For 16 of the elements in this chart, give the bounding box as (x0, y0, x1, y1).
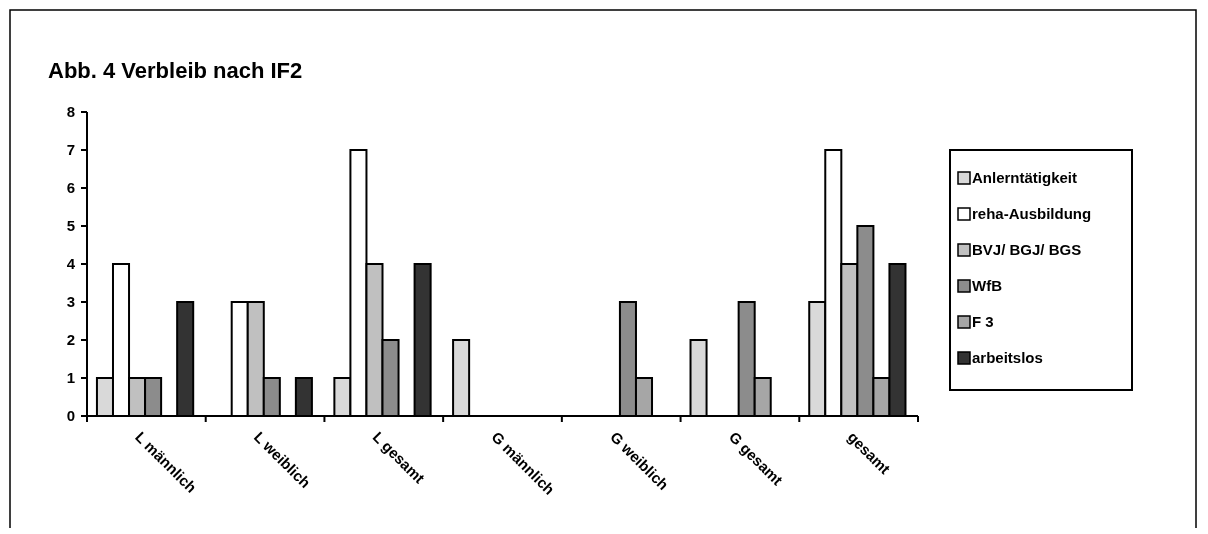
legend-label: arbeitslos (972, 349, 1043, 367)
y-tick-label: 2 (66, 331, 75, 349)
y-tick-label: 1 (66, 369, 75, 387)
y-tick-label: 7 (66, 141, 75, 159)
chart-title: Abb. 4 Verbleib nach IF2 (48, 58, 303, 83)
legend-label: F 3 (972, 313, 994, 331)
legend-label: BVJ/ BGJ/ BGS (972, 241, 1082, 259)
y-tick-label: 5 (66, 217, 75, 235)
y-tick-label: 4 (66, 255, 76, 273)
y-tick-label: 6 (66, 179, 75, 197)
y-tick-label: 8 (66, 103, 75, 121)
legend-label: WfB (972, 277, 1003, 295)
y-tick-label: 3 (66, 293, 75, 311)
legend-label: Anlerntätigkeit (972, 169, 1078, 187)
y-tick-label: 0 (66, 407, 75, 425)
legend-label: reha-Ausbildung (972, 205, 1092, 223)
